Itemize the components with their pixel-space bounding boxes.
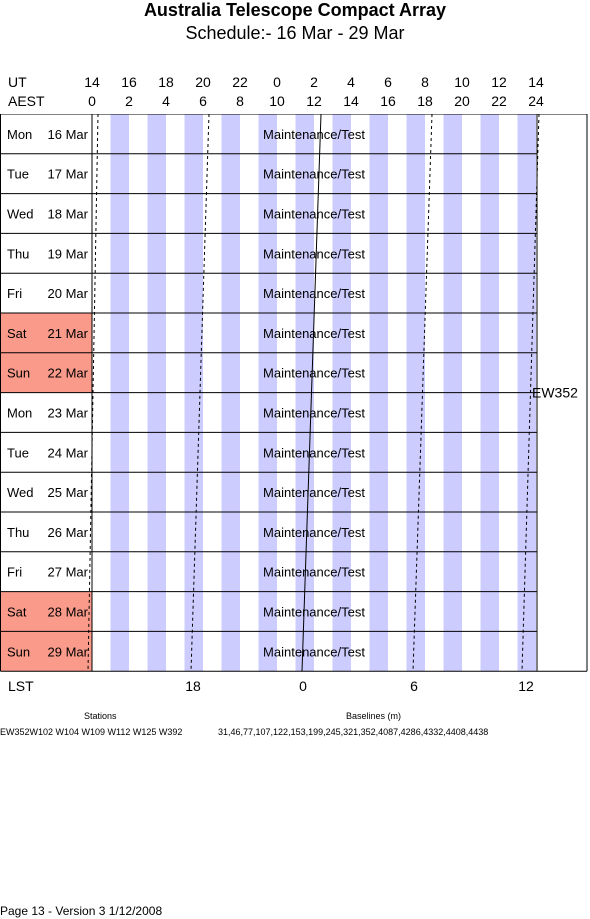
schedule-block-label: Maintenance/Test [263, 525, 365, 540]
schedule-block-label: Maintenance/Test [263, 565, 365, 580]
weekend-cell [0, 313, 92, 353]
lst-tick-label: 18 [185, 678, 201, 694]
schedule-block-label: Maintenance/Test [263, 406, 365, 421]
aest-tick-label: 4 [162, 93, 170, 109]
day-date: 25 Mar [48, 485, 89, 500]
schedule-grid: Mon 16 Mar Maintenance/Test Tue 17 Mar Mainte… [0, 114, 588, 672]
day-date: 19 Mar [48, 246, 89, 261]
schedule-block-label: Maintenance/Test [263, 485, 365, 500]
weekend-cell [0, 631, 92, 672]
aest-axis-label: AEST [8, 93, 45, 109]
page-footer: Page 13 - Version 3 1/12/2008 [0, 904, 163, 918]
aest-tick-label: 6 [199, 93, 207, 109]
aest-tick-label: 14 [343, 93, 359, 109]
day-date: 27 Mar [48, 565, 89, 580]
ut-tick-label: 18 [158, 74, 174, 90]
ut-tick-label: 10 [454, 74, 470, 90]
aest-tick-label: 22 [491, 93, 507, 109]
day-date: 20 Mar [48, 286, 89, 301]
day-of-week: Thu [7, 246, 29, 261]
lst-line [301, 114, 322, 672]
lst-tick-label: 0 [299, 678, 307, 694]
schedule-block-label: Maintenance/Test [263, 644, 365, 659]
stations-list: EW352W102 W104 W109 W112 W125 W392 [0, 727, 183, 737]
lst-line [521, 114, 540, 672]
ut-tick-label: 2 [310, 74, 318, 90]
schedule-block-label: Maintenance/Test [263, 605, 365, 620]
aest-tick-label: 0 [88, 93, 96, 109]
schedule-block-label: Maintenance/Test [263, 167, 365, 182]
ut-tick-label: 8 [421, 74, 429, 90]
day-of-week: Tue [7, 167, 29, 182]
schedule-block-label: Maintenance/Test [263, 326, 365, 341]
ut-tick-label: 22 [232, 74, 248, 90]
aest-tick-label: 12 [306, 93, 322, 109]
lst-line [87, 114, 99, 672]
day-of-week: Sun [7, 644, 30, 659]
day-of-week: Fri [7, 286, 22, 301]
day-of-week: Mon [7, 406, 32, 421]
ut-tick-label: 12 [491, 74, 507, 90]
ut-tick-label: 16 [121, 74, 137, 90]
day-date: 16 Mar [48, 127, 89, 142]
day-of-week: Thu [7, 525, 29, 540]
baselines-heading: Baselines (m) [346, 711, 402, 721]
day-of-week: Wed [7, 207, 34, 222]
day-date: 26 Mar [48, 525, 89, 540]
ut-tick-label: 20 [195, 74, 211, 90]
day-date: 17 Mar [48, 167, 89, 182]
lst-tick-label: 12 [518, 678, 534, 694]
day-of-week: Sat [7, 326, 27, 341]
lst-axis-label: LST [8, 678, 34, 694]
day-date: 28 Mar [48, 605, 89, 620]
ut-tick-label: 6 [384, 74, 392, 90]
day-date: 24 Mar [48, 445, 89, 460]
schedule-block-label: Maintenance/Test [263, 286, 365, 301]
day-date: 29 Mar [48, 644, 89, 659]
aest-tick-label: 20 [454, 93, 470, 109]
weekend-cell [0, 591, 92, 632]
day-date: 18 Mar [48, 207, 89, 222]
lst-line [412, 114, 433, 672]
baselines-list: 31,46,77,107,122,153,199,245,321,352,408… [218, 727, 489, 737]
day-date: 22 Mar [48, 366, 89, 381]
day-of-week: Tue [7, 445, 29, 460]
lst-tick-label: 6 [410, 678, 418, 694]
ut-tick-label: 14 [84, 74, 100, 90]
ut-tick-label: 0 [273, 74, 281, 90]
page-title: Australia Telescope Compact Array [143, 0, 447, 20]
stations-heading: Stations [84, 711, 117, 721]
aest-tick-label: 10 [269, 93, 285, 109]
schedule-range: Schedule:- 16 Mar - 29 Mar [185, 23, 405, 43]
aest-tick-label: 18 [417, 93, 433, 109]
day-of-week: Sat [7, 605, 27, 620]
weekend-cell [0, 352, 92, 393]
day-date: 21 Mar [48, 326, 89, 341]
aest-tick-label: 24 [528, 93, 544, 109]
day-of-week: Sun [7, 366, 30, 381]
day-of-week: Mon [7, 127, 32, 142]
day-of-week: Wed [7, 485, 34, 500]
lst-line [190, 114, 210, 672]
aest-tick-label: 16 [380, 93, 396, 109]
aest-tick-label: 2 [125, 93, 133, 109]
ut-tick-label: 4 [347, 74, 355, 90]
schedule-block-label: Maintenance/Test [263, 246, 365, 261]
schedule-block-label: Maintenance/Test [263, 207, 365, 222]
schedule-block-label: Maintenance/Test [263, 127, 365, 142]
aest-tick-label: 8 [236, 93, 244, 109]
ut-axis-label: UT [8, 74, 27, 90]
config-label: EW352 [532, 385, 578, 401]
day-date: 23 Mar [48, 406, 89, 421]
schedule-block-label: Maintenance/Test [263, 366, 365, 381]
schedule-block-label: Maintenance/Test [263, 445, 365, 460]
ut-tick-label: 14 [528, 74, 544, 90]
day-of-week: Fri [7, 565, 22, 580]
